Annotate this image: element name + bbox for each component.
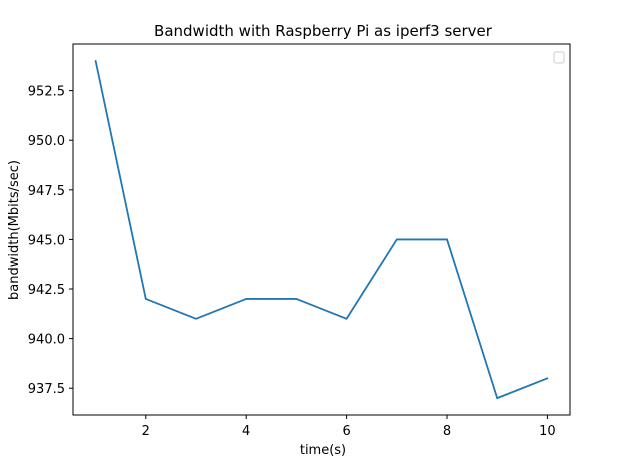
x-axis-label: time(s) [300,443,346,458]
data-point [94,59,97,62]
data-point [395,238,398,241]
x-tick-label: 2 [142,424,150,439]
y-axis-ticks: 937.5 940.0 942.5 945.0 947.5 950.0 952.5 [28,85,73,397]
data-point [195,317,197,320]
x-axis-ticks: 2 4 6 8 10 [142,415,556,439]
y-tick-label: 945.0 [28,233,65,248]
x-tick-label: 4 [242,424,250,439]
data-point [446,238,448,241]
data-point [546,377,549,380]
data-point [295,298,298,300]
y-tick-label: 940.0 [28,333,65,348]
x-tick-label: 8 [443,424,451,439]
chart-title: Bandwidth with Raspberry Pi as iperf3 se… [154,22,493,40]
data-point [245,298,248,300]
y-tick-label: 942.5 [28,283,65,298]
x-tick-label: 6 [342,424,350,439]
data-point [496,397,499,400]
legend-box [553,51,565,64]
series-line-0 [94,60,548,400]
y-tick-label: 950.0 [28,134,65,149]
y-tick-label: 937.5 [28,382,65,397]
x-tick-label: 10 [539,424,556,439]
y-tick-label: 947.5 [28,184,65,199]
y-tick-label: 952.5 [28,85,65,100]
axes-frame [72,43,571,416]
y-axis-label: bandwidth(Mbits/sec) [7,160,22,300]
data-point [144,298,147,300]
data-point [345,317,348,320]
plot-area [94,59,549,400]
